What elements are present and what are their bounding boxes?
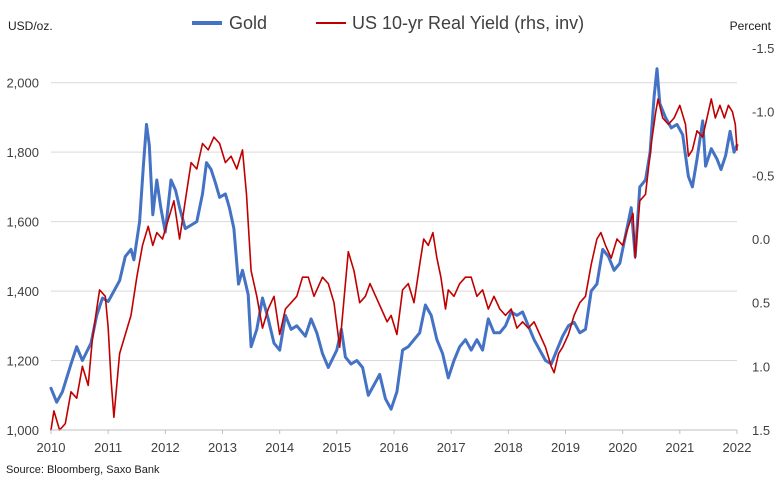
x-tick-label: 2013 xyxy=(208,440,237,455)
legend: Gold US 10-yr Real Yield (rhs, inv) xyxy=(192,13,584,33)
x-tick-label: 2019 xyxy=(551,440,580,455)
y-right-tick-label: 1.5 xyxy=(752,423,770,438)
y-right-tick-label: 0.0 xyxy=(752,232,770,247)
x-tick-label: 2018 xyxy=(494,440,523,455)
x-tick-label: 2014 xyxy=(265,440,294,455)
y-left-tick-label: 1,400 xyxy=(6,284,39,299)
y-left-tick-label: 2,000 xyxy=(6,76,39,91)
series-lines xyxy=(49,67,739,431)
x-tick-label: 2010 xyxy=(37,440,66,455)
legend-label-gold: Gold xyxy=(229,13,267,33)
y-right-tick-label: -1.0 xyxy=(752,105,774,120)
series-line-real-yield xyxy=(50,98,738,431)
y-right-tick-label: 1.0 xyxy=(752,359,770,374)
x-tick-label: 2016 xyxy=(380,440,409,455)
x-tick-label: 2015 xyxy=(322,440,351,455)
left-axis-unit: USD/oz. xyxy=(8,19,53,33)
y-right-tick-label: -0.5 xyxy=(752,168,774,183)
y-left-tick-label: 1,800 xyxy=(6,145,39,160)
y-left-tick-label: 1,000 xyxy=(6,423,39,438)
x-tick-label: 2022 xyxy=(723,440,752,455)
x-tick-label: 2011 xyxy=(94,440,122,455)
x-tick-label: 2020 xyxy=(608,440,637,455)
y-right-tick-label: 0.5 xyxy=(752,296,770,311)
x-tick-label: 2012 xyxy=(151,440,180,455)
legend-label-real-yield: US 10-yr Real Yield (rhs, inv) xyxy=(352,13,584,33)
x-tick-label: 2017 xyxy=(437,440,466,455)
y-left-tick-label: 1,600 xyxy=(6,215,39,230)
right-axis-unit: Percent xyxy=(730,19,772,33)
y-right-tick-label: -1.5 xyxy=(752,41,774,56)
y-left-tick-label: 1,200 xyxy=(6,354,39,369)
axes: 1,000 1,200 1,400 1,600 1,800 2,000 -1.5 -1.0 -0… xyxy=(6,41,774,455)
source-note: Source: Bloomberg, Saxo Bank xyxy=(6,464,160,476)
x-tick-label: 2021 xyxy=(665,440,694,455)
